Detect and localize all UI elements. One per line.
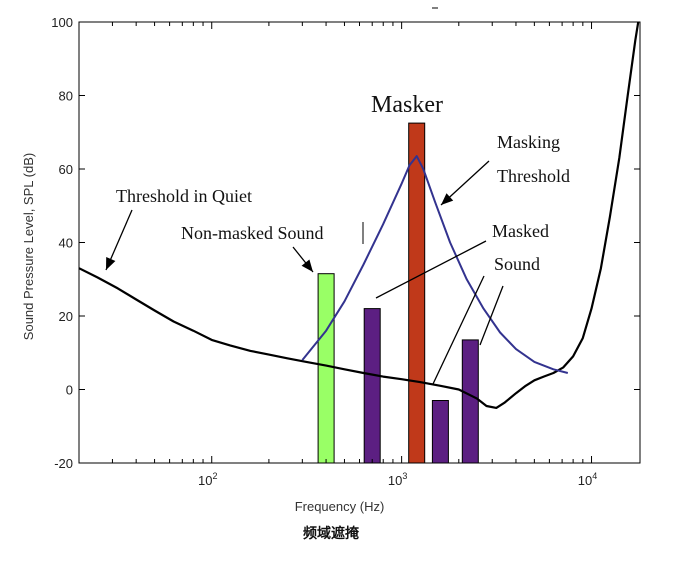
y-tick-label: 0: [66, 383, 73, 398]
bar-masked-sound-3: [431, 400, 449, 464]
pointer-masked-2: [432, 275, 485, 385]
figure-caption: 频域遮掩: [303, 525, 360, 542]
y-tick-label: 40: [59, 236, 73, 251]
annotation-masking1: Masking: [497, 132, 560, 152]
series-line-masking-threshold: [301, 155, 569, 374]
pointer-masked-1: [375, 240, 487, 299]
annotation-quiet: Threshold in Quiet: [116, 186, 252, 206]
annotation-masked2: Sound: [494, 254, 540, 274]
annotation-masker: Masker: [371, 92, 443, 118]
lines-layer: [79, 22, 640, 409]
bar-masked-sound-4: [461, 339, 479, 464]
annotation-masked1: Masked: [492, 221, 549, 241]
bar-masked-sound-1: [363, 308, 381, 464]
bars-layer: [317, 122, 479, 464]
y-tick-label: 60: [59, 162, 73, 177]
bar-non-masked-sound-0: [317, 273, 335, 464]
arrow-non-masked-sound-head: [301, 259, 313, 272]
annotation-layer: Threshold in Quiet Non-masked Sound Masker…: [105, 92, 570, 385]
y-tick-label: 80: [59, 89, 73, 104]
x-axis-label: Frequency (Hz): [295, 499, 385, 514]
arrow-threshold-in-quiet-head: [106, 257, 116, 270]
annotation-masking2: Threshold: [497, 166, 570, 186]
bar-masker-2: [408, 122, 426, 464]
x-tick-label: 104: [578, 471, 597, 488]
pointer-masked-3: [479, 285, 504, 346]
annotation-nonmasked: Non-masked Sound: [181, 223, 324, 243]
axis-layer: -20 0 20 40 60 80 100 102 103 104 Frequency (Hz) So…: [21, 7, 640, 542]
y-tick-label: 20: [59, 309, 73, 324]
series-line-threshold-in-quiet: [79, 22, 640, 409]
y-tick-label: -20: [54, 456, 73, 471]
arrow-masking-threshold-head: [441, 193, 454, 205]
x-tick-label: 102: [198, 471, 217, 488]
x-tick-label: 103: [388, 471, 407, 488]
y-tick-label: 100: [51, 15, 73, 30]
y-axis-label: Sound Pressure Level, SPL (dB): [21, 153, 36, 340]
